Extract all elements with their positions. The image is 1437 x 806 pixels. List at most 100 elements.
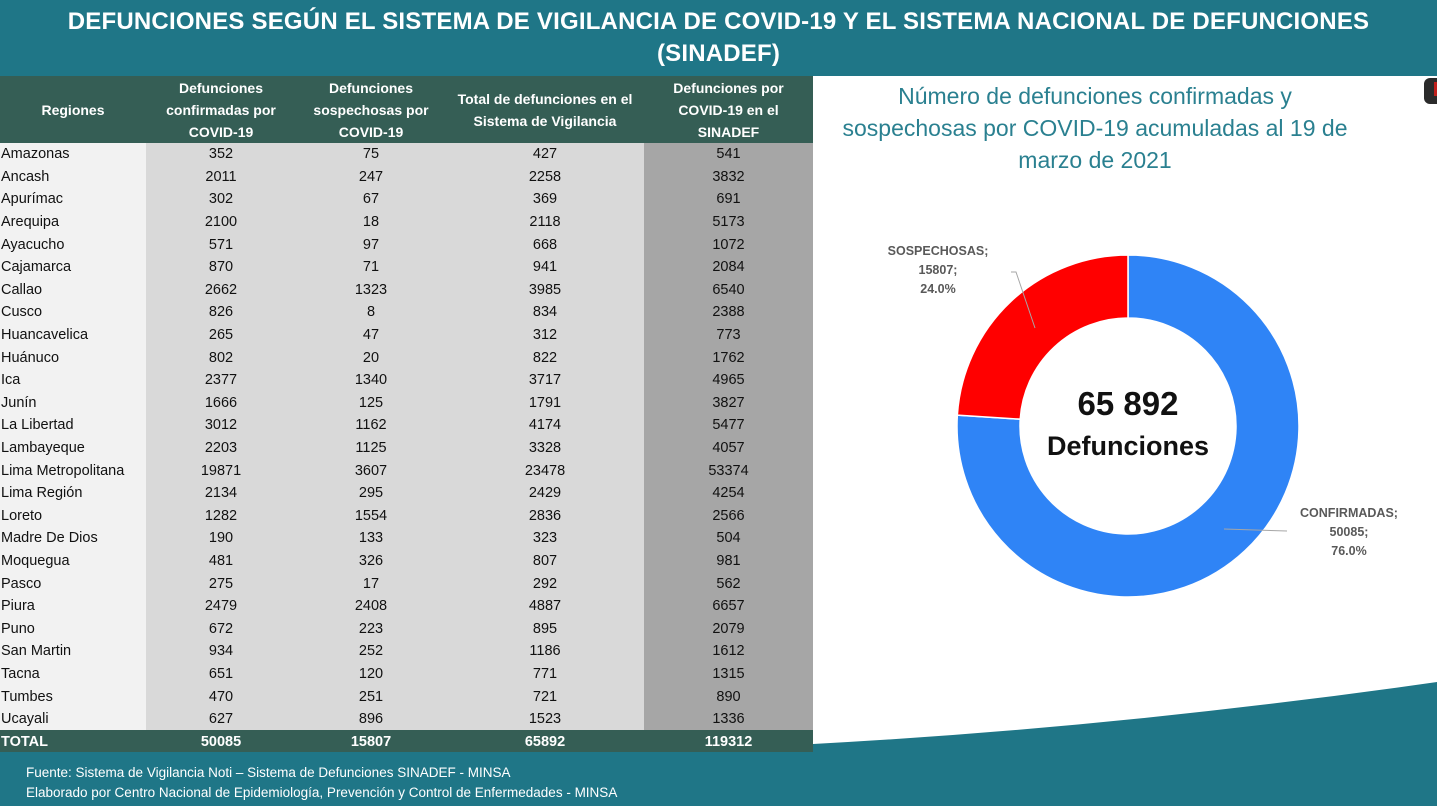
cell-total-vigilancia: 834 <box>446 301 644 324</box>
cell-confirmadas: 19871 <box>146 459 296 482</box>
cell-region: Ancash <box>0 165 146 189</box>
cell-sospechosas: 1323 <box>296 278 446 302</box>
cell-confirmadas: 352 <box>146 143 296 166</box>
data-label-confirmadas: CONFIRMADAS; 50085; 76.0% <box>1284 504 1414 561</box>
table-row: Lima Región 2134 295 2429 4254 <box>0 481 813 505</box>
cell-confirmadas: 1282 <box>146 504 296 528</box>
cell-sospechosas: 326 <box>296 549 446 573</box>
donut-segment-confirmadas <box>956 254 1300 598</box>
table-row: San Martin 934 252 1186 1612 <box>0 640 813 663</box>
cell-total-vigilancia: 292 <box>446 572 644 595</box>
cell-sinadef: 2079 <box>644 617 813 641</box>
column-header-sinadef: Defunciones por COVID-19 en el SINADEF <box>644 76 813 143</box>
cell-region: Ucayali <box>0 707 146 731</box>
cell-confirmadas: 470 <box>146 685 296 708</box>
cell-region: Arequipa <box>0 210 146 234</box>
corner-tab-icon <box>1424 78 1437 104</box>
cell-confirmadas: 826 <box>146 301 296 324</box>
donut-center-label: Defunciones <box>1046 431 1210 461</box>
donut-segment-sospechosas <box>956 254 1129 420</box>
cell-sinadef: 1612 <box>644 640 813 663</box>
cell-region: Cusco <box>0 301 146 324</box>
donut-chart <box>956 254 1300 598</box>
cell-confirmadas: 190 <box>146 527 296 550</box>
cell-region: Pasco <box>0 572 146 595</box>
table-header-row: Regiones Defunciones confirmadas por COV… <box>0 76 813 143</box>
table-row: Piura 2479 2408 4887 6657 <box>0 594 813 618</box>
donut-center-total: 65 892 <box>1077 385 1179 422</box>
page-title-line-1: DEFUNCIONES SEGÚN EL SISTEMA DE VIGILANC… <box>67 8 1370 35</box>
cell-confirmadas: 934 <box>146 640 296 663</box>
cell-sospechosas: 1125 <box>296 436 446 460</box>
cell-sinadef: 6540 <box>644 278 813 302</box>
total-vigilancia: 65892 <box>446 730 644 754</box>
total-confirmadas: 50085 <box>146 730 296 754</box>
cell-sinadef: 2566 <box>644 504 813 528</box>
table-row: Huancavelica 265 47 312 773 <box>0 323 813 347</box>
cell-sinadef: 981 <box>644 549 813 573</box>
cell-total-vigilancia: 941 <box>446 255 644 279</box>
cell-sospechosas: 120 <box>296 662 446 686</box>
column-header-regiones: Regiones <box>0 76 146 143</box>
cell-region: Huancavelica <box>0 323 146 347</box>
table-row: Tumbes 470 251 721 890 <box>0 685 813 708</box>
column-header-confirmadas: Defunciones confirmadas por COVID-19 <box>146 76 296 143</box>
table-row: Ica 2377 1340 3717 4965 <box>0 368 813 392</box>
cell-confirmadas: 481 <box>146 549 296 573</box>
cell-total-vigilancia: 3985 <box>446 278 644 302</box>
cell-total-vigilancia: 4174 <box>446 414 644 437</box>
cell-sospechosas: 251 <box>296 685 446 708</box>
page-title: DEFUNCIONES SEGÚN EL SISTEMA DE VIGILANC… <box>0 6 1437 70</box>
table-row: Loreto 1282 1554 2836 2566 <box>0 504 813 528</box>
cell-sinadef: 691 <box>644 188 813 211</box>
cell-confirmadas: 1666 <box>146 391 296 415</box>
cell-confirmadas: 2100 <box>146 210 296 234</box>
cell-region: Lambayeque <box>0 436 146 460</box>
cell-total-vigilancia: 895 <box>446 617 644 641</box>
cell-region: Moquegua <box>0 549 146 573</box>
cell-sospechosas: 1162 <box>296 414 446 437</box>
cell-total-vigilancia: 2118 <box>446 210 644 234</box>
cell-sinadef: 773 <box>644 323 813 347</box>
table-row: Cajamarca 870 71 941 2084 <box>0 255 813 279</box>
cell-total-vigilancia: 1523 <box>446 707 644 731</box>
cell-total-vigilancia: 771 <box>446 662 644 686</box>
cell-confirmadas: 2479 <box>146 594 296 618</box>
cell-sinadef: 1072 <box>644 233 813 256</box>
cell-sospechosas: 18 <box>296 210 446 234</box>
cell-sospechosas: 17 <box>296 572 446 595</box>
total-label: TOTAL <box>0 730 146 754</box>
label-conf-percent: 76.0% <box>1331 544 1367 558</box>
cell-sinadef: 4057 <box>644 436 813 460</box>
cell-total-vigilancia: 3328 <box>446 436 644 460</box>
cell-sinadef: 6657 <box>644 594 813 618</box>
cell-sospechosas: 75 <box>296 143 446 166</box>
cell-sospechosas: 8 <box>296 301 446 324</box>
cell-sospechosas: 133 <box>296 527 446 550</box>
cell-sinadef: 541 <box>644 143 813 166</box>
column-header-total-vigilancia: Total de defunciones en el Sistema de Vi… <box>446 76 644 143</box>
cell-confirmadas: 870 <box>146 255 296 279</box>
cell-total-vigilancia: 1186 <box>446 640 644 663</box>
column-header-sospechosas: Defunciones sospechosas por COVID-19 <box>296 76 446 143</box>
cell-region: Huánuco <box>0 346 146 369</box>
data-label-sospechosas: SOSPECHOSAS; 15807; 24.0% <box>878 242 998 299</box>
table-row: Cusco 826 8 834 2388 <box>0 301 813 324</box>
cell-sospechosas: 247 <box>296 165 446 189</box>
cell-sospechosas: 67 <box>296 188 446 211</box>
cell-sinadef: 2084 <box>644 255 813 279</box>
cell-sospechosas: 1340 <box>296 368 446 392</box>
cell-total-vigilancia: 668 <box>446 233 644 256</box>
cell-region: Ica <box>0 368 146 392</box>
footer-note: Fuente: Sistema de Vigilancia Noti – Sis… <box>26 763 617 803</box>
cell-sospechosas: 97 <box>296 233 446 256</box>
cell-region: Lima Metropolitana <box>0 459 146 482</box>
cell-total-vigilancia: 312 <box>446 323 644 347</box>
cell-total-vigilancia: 2836 <box>446 504 644 528</box>
cell-sinadef: 1336 <box>644 707 813 731</box>
table-row: Lima Metropolitana 19871 3607 23478 53374 <box>0 459 813 482</box>
cell-confirmadas: 275 <box>146 572 296 595</box>
cell-sospechosas: 223 <box>296 617 446 641</box>
cell-confirmadas: 672 <box>146 617 296 641</box>
table-total-row: TOTAL 50085 15807 65892 119312 <box>0 730 813 754</box>
